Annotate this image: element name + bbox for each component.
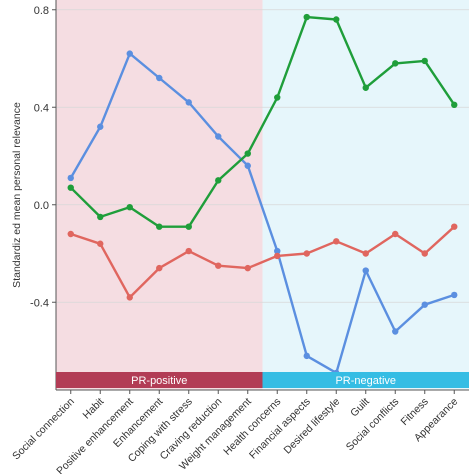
data-point (451, 291, 458, 299)
y-tick-label: 0.0 (34, 200, 49, 212)
group-bars: PR-positive PR-negative (56, 372, 469, 388)
data-point (244, 150, 251, 157)
data-point (215, 133, 222, 140)
data-point (244, 162, 251, 169)
data-point (156, 264, 163, 272)
data-point (156, 74, 163, 82)
data-point (362, 84, 369, 91)
data-point (421, 301, 428, 308)
data-point (274, 247, 281, 255)
data-point (421, 57, 428, 65)
data-point (333, 238, 340, 245)
data-point (126, 294, 133, 301)
x-tick-label: Guilt (348, 396, 372, 420)
data-point (451, 223, 458, 230)
data-point (67, 174, 74, 182)
data-point (67, 230, 74, 238)
series-line-2 (69, 225, 456, 299)
data-point (392, 60, 399, 67)
x-tick-label: Habit (81, 396, 107, 422)
series-line-1 (69, 15, 456, 228)
data-point (97, 213, 104, 221)
data-point (67, 184, 74, 191)
group-bar-0 (56, 372, 263, 388)
data-point (421, 250, 428, 257)
data-point (303, 352, 310, 360)
group-band-1 (262, 0, 469, 390)
data-point (185, 223, 192, 230)
y-axis-label: Standardiz ed mean personal relevance (11, 102, 23, 288)
data-point (362, 250, 369, 257)
data-point (126, 50, 133, 57)
group-label: PR-negative (335, 375, 396, 387)
group-bar-1 (262, 372, 469, 388)
series-points (67, 13, 458, 377)
data-point (126, 203, 133, 211)
data-point (274, 94, 281, 101)
y-tick-label: 0.8 (34, 5, 49, 17)
data-point (333, 16, 340, 23)
data-point (156, 223, 163, 230)
data-point (362, 267, 369, 274)
series-line-0 (69, 52, 456, 375)
data-point (303, 13, 310, 21)
data-point (185, 99, 192, 106)
data-point (215, 177, 222, 184)
group-band-0 (56, 0, 263, 390)
data-point (97, 240, 104, 247)
x-tick-label: Social connection (10, 396, 77, 463)
group-bands (56, 0, 469, 390)
data-point (392, 328, 399, 335)
y-tick-label: 0.4 (34, 102, 49, 114)
data-point (215, 262, 222, 269)
axes (55, 0, 469, 391)
data-point (451, 101, 458, 109)
data-point (274, 252, 281, 260)
y-tick-labels: 0.8 0.4 0.0 -0.4 (30, 5, 56, 309)
data-point (392, 230, 399, 238)
group-label: PR-positive (131, 375, 187, 387)
series-lines (69, 15, 456, 375)
y-tick-label: -0.4 (30, 297, 49, 309)
data-point (97, 123, 104, 130)
x-tick-label: Social conflicts (344, 396, 402, 454)
data-point (185, 247, 192, 255)
data-point (244, 264, 251, 272)
data-point (303, 250, 310, 257)
